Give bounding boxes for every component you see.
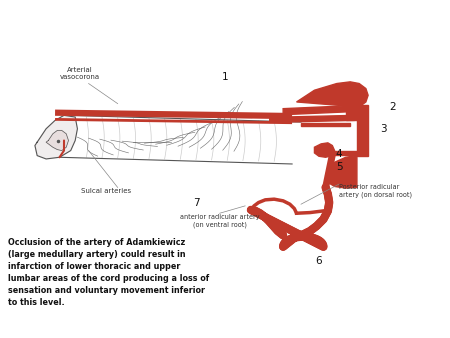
Polygon shape bbox=[270, 115, 355, 122]
Text: 7: 7 bbox=[193, 197, 199, 208]
Polygon shape bbox=[297, 82, 368, 107]
Text: 2: 2 bbox=[389, 102, 396, 112]
Polygon shape bbox=[346, 105, 359, 120]
Polygon shape bbox=[46, 130, 68, 150]
Polygon shape bbox=[283, 105, 359, 115]
Polygon shape bbox=[315, 143, 334, 157]
Text: 4: 4 bbox=[336, 149, 342, 159]
Text: 6: 6 bbox=[315, 256, 322, 266]
Polygon shape bbox=[357, 105, 368, 155]
Polygon shape bbox=[333, 151, 357, 155]
Polygon shape bbox=[35, 115, 77, 159]
Polygon shape bbox=[326, 155, 357, 188]
Polygon shape bbox=[301, 123, 350, 126]
Text: Arterial
vasocorona: Arterial vasocorona bbox=[59, 67, 100, 80]
Text: Posterior radicular
artery (on dorsal root): Posterior radicular artery (on dorsal ro… bbox=[339, 184, 412, 198]
Text: Occlusion of the artery of Adamkiewicz
(large medullary artery) could result in
: Occlusion of the artery of Adamkiewicz (… bbox=[8, 238, 209, 308]
Text: 5: 5 bbox=[336, 162, 342, 172]
Text: anterior radicular artery
(on ventral root): anterior radicular artery (on ventral ro… bbox=[180, 214, 260, 228]
Text: Sulcal arteries: Sulcal arteries bbox=[81, 188, 131, 194]
Text: 1: 1 bbox=[222, 72, 228, 82]
Text: 3: 3 bbox=[380, 124, 387, 135]
